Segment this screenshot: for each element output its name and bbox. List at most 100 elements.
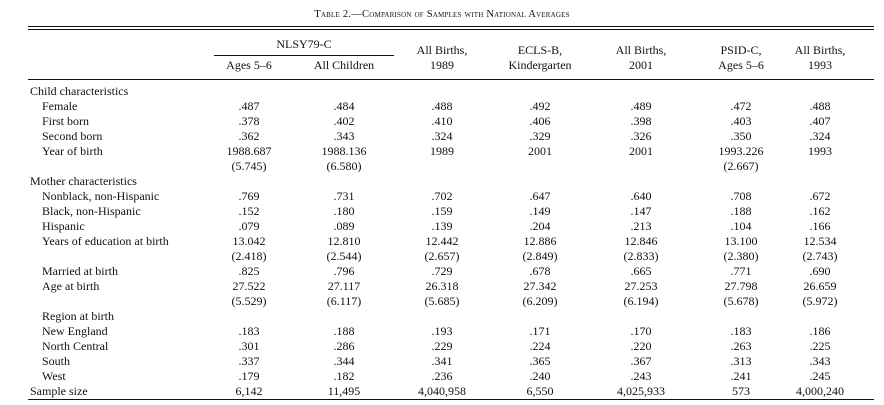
column-header-nlsy-ages-5-6: Ages 5–6	[194, 58, 304, 73]
cell-ecls-b-kindergarten: .149	[529, 204, 551, 218]
table-row: Age at birth 27.522 27.117 26.318 27.342 27.2…	[0, 279, 884, 294]
cell-nlsy-all-children: 1988.136	[321, 144, 367, 158]
cell-all-births-1993: 26.659	[803, 279, 837, 293]
cell-nlsy-all-children: (6.580)	[326, 159, 362, 173]
cell-all-births-1993: .324	[809, 129, 831, 143]
cell-all-births-1989: 4,040,958	[418, 384, 466, 398]
cell-psid-c-ages-5-6: .313	[730, 354, 752, 368]
cell-all-births-2001: 2001	[629, 144, 653, 158]
cell-nlsy-ages-5-6: .079	[238, 219, 260, 233]
cell-nlsy-ages-5-6: .378	[238, 114, 260, 128]
cell-nlsy-ages-5-6: .825	[238, 264, 260, 278]
cell-nlsy-ages-5-6: (5.745)	[231, 159, 267, 173]
cell-nlsy-ages-5-6: .487	[238, 99, 260, 113]
cell-psid-c-ages-5-6: .104	[730, 219, 752, 233]
cell-nlsy-all-children: .180	[333, 204, 355, 218]
cell-all-births-1989: .229	[431, 339, 453, 353]
cell-psid-c-ages-5-6: (2.667)	[723, 159, 759, 173]
cell-nlsy-ages-5-6: .183	[238, 324, 260, 338]
row-label: Nonblack, non-Hispanic	[42, 189, 160, 203]
cell-all-births-1993: .488	[809, 99, 831, 113]
table-row: Female .487 .484 .488 .492 .489 .472 .488	[0, 99, 884, 114]
cell-all-births-1989: .729	[431, 264, 453, 278]
cell-nlsy-ages-5-6: .337	[238, 354, 260, 368]
cell-all-births-2001: .489	[630, 99, 652, 113]
cell-nlsy-ages-5-6: (2.418)	[231, 249, 267, 263]
cell-nlsy-all-children: .343	[333, 129, 355, 143]
cell-nlsy-all-children: 27.117	[327, 279, 361, 293]
cell-ecls-b-kindergarten: .492	[529, 99, 551, 113]
table-row: First born .378 .402 .410 .406 .398 .403 .407	[0, 114, 884, 129]
cell-nlsy-all-children: (6.117)	[326, 294, 362, 308]
table-row: Years of education at birth 13.042 12.810 1…	[0, 234, 884, 249]
row-label: First born	[42, 114, 90, 128]
top-rule	[28, 26, 874, 27]
cell-nlsy-all-children: .796	[333, 264, 355, 278]
column-header-line: All Births,	[794, 43, 846, 57]
group-header-nlsy: NLSY79-C	[276, 37, 332, 51]
cell-nlsy-all-children: .188	[333, 324, 355, 338]
row-label: South	[42, 354, 71, 368]
column-header-line: 1993	[808, 58, 832, 72]
row-label: Age at birth	[42, 279, 100, 293]
cell-nlsy-ages-5-6: .769	[238, 189, 260, 203]
cell-ecls-b-kindergarten: .329	[529, 129, 551, 143]
cell-all-births-2001: .220	[630, 339, 652, 353]
column-header-line: ECLS-B,	[517, 43, 563, 57]
table-row: Year of birth 1988.687 1988.136 1989 2001 200…	[0, 144, 884, 159]
cell-psid-c-ages-5-6: .188	[730, 204, 752, 218]
header-rule	[28, 79, 874, 80]
cell-all-births-1993: (5.972)	[802, 294, 838, 308]
cell-nlsy-all-children: .731	[333, 189, 355, 203]
cell-psid-c-ages-5-6: 13.100	[724, 234, 758, 248]
cell-psid-c-ages-5-6: .708	[730, 189, 752, 203]
row-label: Hispanic	[42, 219, 85, 233]
cell-psid-c-ages-5-6: (5.678)	[723, 294, 759, 308]
cell-nlsy-all-children: (2.544)	[326, 249, 362, 263]
column-header-nlsy-all-children: All Children	[289, 58, 399, 73]
bottom-rule	[28, 399, 874, 400]
cell-psid-c-ages-5-6: .350	[730, 129, 752, 143]
cell-nlsy-ages-5-6: 27.522	[232, 279, 266, 293]
cell-all-births-1989: .193	[431, 324, 453, 338]
cell-all-births-1989: (2.657)	[424, 249, 460, 263]
row-label: Second born	[42, 129, 103, 143]
top-rule-double	[28, 29, 874, 30]
table-row: (5.529) (6.117) (5.685) (6.209) (6.194) (5.67…	[0, 294, 884, 309]
row-label: Sample size	[30, 384, 88, 398]
cell-all-births-1989: .410	[431, 114, 453, 128]
cell-all-births-1989: 1989	[430, 144, 454, 158]
table-title-prefix: Table 2.	[314, 9, 352, 20]
column-header-psid-c-ages-5-6: PSID-C, Ages 5–6	[686, 43, 796, 73]
table-title-dash: —	[351, 9, 362, 20]
cell-psid-c-ages-5-6: (2.380)	[723, 249, 759, 263]
cell-all-births-2001: .367	[630, 354, 652, 368]
table-title-rest: Comparison of Samples with National Aver…	[362, 9, 570, 20]
cell-all-births-1993: .166	[809, 219, 831, 233]
cell-all-births-2001: .640	[630, 189, 652, 203]
table-row: North Central .301 .286 .229 .224 .220 .263 .22…	[0, 339, 884, 354]
table-row: (2.418) (2.544) (2.657) (2.849) (2.833) (2.38…	[0, 249, 884, 264]
cell-psid-c-ages-5-6: .472	[730, 99, 752, 113]
cell-all-births-2001: (2.833)	[623, 249, 659, 263]
cell-ecls-b-kindergarten: 2001	[528, 144, 552, 158]
table-row: Region at birth	[0, 309, 884, 324]
cell-all-births-1993: 12.534	[803, 234, 837, 248]
cell-nlsy-ages-5-6: .152	[238, 204, 260, 218]
cell-ecls-b-kindergarten: 27.342	[523, 279, 557, 293]
cell-all-births-1993: .690	[809, 264, 831, 278]
cell-all-births-2001: 12.846	[624, 234, 658, 248]
cell-all-births-1989: .702	[431, 189, 453, 203]
column-header-all-births-1993: All Births, 1993	[765, 43, 875, 73]
cell-ecls-b-kindergarten: .678	[529, 264, 551, 278]
cell-nlsy-ages-5-6: .362	[238, 129, 260, 143]
row-label: Year of birth	[42, 144, 103, 158]
row-label: New England	[42, 324, 108, 338]
cell-nlsy-ages-5-6: 6,142	[235, 384, 263, 398]
column-header-line: 1989	[430, 58, 454, 72]
table-row: Hispanic .079 .089 .139 .204 .213 .104 .166	[0, 219, 884, 234]
row-label: Mother characteristics	[30, 174, 137, 188]
column-header-line: All Births,	[416, 43, 468, 57]
row-label: North Central	[42, 339, 109, 353]
